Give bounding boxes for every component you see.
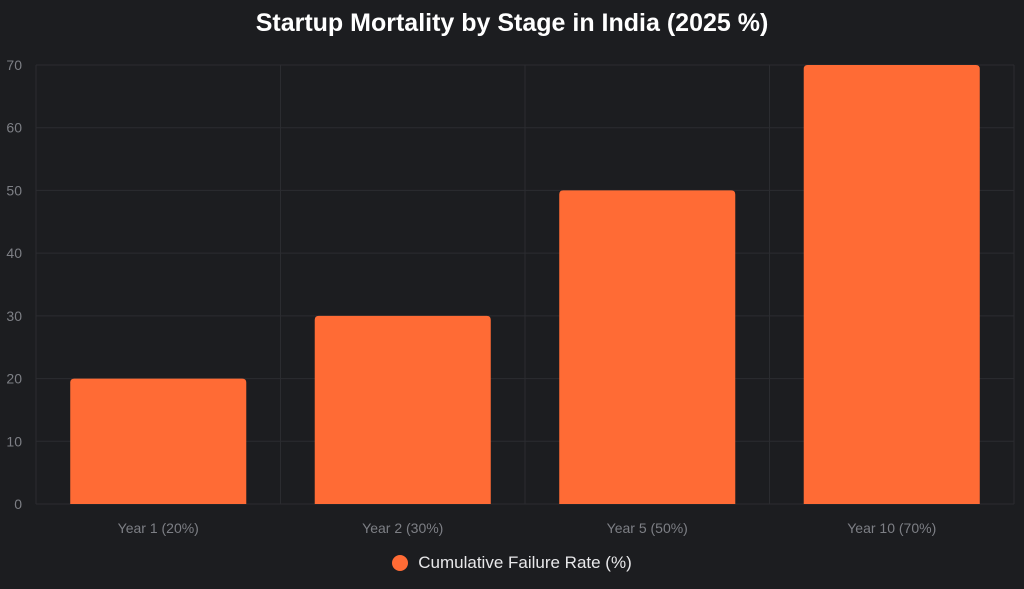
x-tick-label: Year 1 (20%) (118, 520, 199, 536)
bar[interactable] (803, 65, 980, 504)
legend-swatch (392, 555, 409, 571)
y-tick-label: 20 (6, 371, 22, 387)
x-tick-label: Year 2 (30%) (362, 520, 443, 536)
bar[interactable] (70, 378, 247, 504)
legend[interactable]: Cumulative Failure Rate (%) (0, 553, 1024, 573)
legend-label: Cumulative Failure Rate (%) (418, 553, 632, 572)
y-axis-ticks: 0 10 20 30 40 50 60 70 (6, 57, 22, 512)
x-tick-label: Year 5 (50%) (607, 520, 688, 536)
x-tick-label: Year 10 (70%) (847, 520, 936, 536)
bars (70, 65, 980, 504)
bar[interactable] (314, 315, 491, 504)
y-tick-label: 10 (6, 433, 22, 449)
y-tick-label: 60 (6, 120, 22, 136)
y-tick-label: 50 (6, 182, 22, 198)
bar[interactable] (559, 190, 736, 504)
x-axis-ticks: Year 1 (20%) Year 2 (30%) Year 5 (50%) Year… (118, 520, 937, 536)
y-tick-label: 0 (14, 496, 22, 512)
y-tick-label: 70 (6, 57, 22, 73)
y-tick-label: 30 (6, 308, 22, 324)
chart-title: Startup Mortality by Stage in India (202… (255, 9, 769, 37)
y-tick-label: 40 (6, 245, 22, 261)
